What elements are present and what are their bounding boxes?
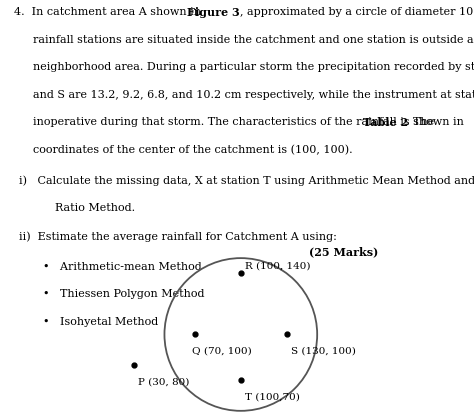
Text: . The: . The (406, 117, 434, 127)
Text: inoperative during that storm. The characteristics of the rainfall is shown in: inoperative during that storm. The chara… (33, 117, 467, 127)
Text: ii)  Estimate the average rainfall for Catchment A using:: ii) Estimate the average rainfall for Ca… (19, 231, 337, 242)
Text: 4.  In catchment area A shown in: 4. In catchment area A shown in (14, 7, 205, 17)
Text: P (30, 80): P (30, 80) (138, 377, 190, 386)
Text: neighborhood area. During a particular storm the precipitation recorded by stati: neighborhood area. During a particular s… (33, 62, 474, 72)
Text: , approximated by a circle of diameter 100 km, four: , approximated by a circle of diameter 1… (240, 7, 474, 17)
Text: and S are 13.2, 9.2, 6.8, and 10.2 cm respectively, while the instrument at stat: and S are 13.2, 9.2, 6.8, and 10.2 cm re… (33, 90, 474, 100)
Text: (25 Marks): (25 Marks) (309, 246, 378, 257)
Text: i)   Calculate the missing data, X at station T using Arithmetic Mean Method and: i) Calculate the missing data, X at stat… (19, 175, 474, 186)
Text: Figure 3: Figure 3 (187, 7, 240, 18)
Text: Q (70, 100): Q (70, 100) (192, 346, 252, 356)
Text: S (130, 100): S (130, 100) (291, 346, 356, 356)
Text: •   Arithmetic-mean Method: • Arithmetic-mean Method (43, 262, 201, 272)
Text: •   Isohyetal Method: • Isohyetal Method (43, 317, 158, 327)
Text: Table 2: Table 2 (363, 117, 408, 128)
Text: T (100,70): T (100,70) (246, 393, 300, 402)
Text: rainfall stations are situated inside the catchment and one station is outside a: rainfall stations are situated inside th… (33, 35, 474, 45)
Text: •   Thiessen Polygon Method: • Thiessen Polygon Method (43, 289, 204, 299)
Text: R (100, 140): R (100, 140) (246, 261, 311, 270)
Text: coordinates of the center of the catchment is (100, 100).: coordinates of the center of the catchme… (33, 145, 353, 155)
Text: Ratio Method.: Ratio Method. (55, 203, 135, 213)
